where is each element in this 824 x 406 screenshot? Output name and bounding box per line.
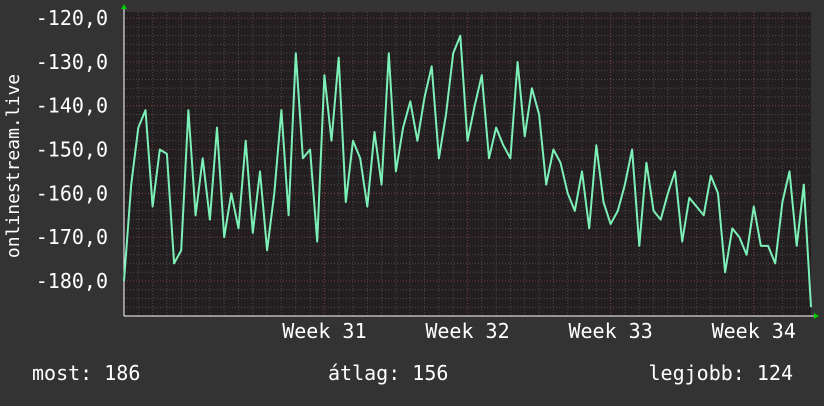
axes — [121, 4, 819, 319]
x-tick-label: Week 34 — [712, 319, 796, 343]
stat-current: most: 186 — [32, 361, 140, 385]
y-tick-label: -170,0 — [36, 225, 108, 249]
x-tick-label: Week 32 — [425, 319, 509, 343]
y-axis-arrow — [121, 4, 127, 9]
stat-best-label: legjobb: — [648, 361, 745, 385]
series-line — [123, 34, 812, 308]
stat-best-value: 124 — [756, 361, 793, 385]
y-axis-label: onlinestream.live — [3, 74, 24, 258]
stat-best: legjobb: 124 — [649, 361, 794, 385]
stat-current-value: 186 — [104, 361, 141, 385]
x-axis-arrow — [814, 313, 819, 319]
y-tick-label: -160,0 — [36, 181, 108, 205]
stat-current-label: most: — [32, 361, 93, 385]
y-tick-label: -140,0 — [36, 94, 108, 118]
plot-area — [124, 12, 811, 316]
y-tick-label: -120,0 — [36, 6, 108, 30]
y-tick-label: -180,0 — [36, 269, 108, 293]
y-tick-label: -150,0 — [36, 138, 108, 162]
x-tick-label: Week 33 — [568, 319, 652, 343]
tick-labels: -120,0 -130,0 -140,0 -150,0 -160,0 -170,0 -180… — [36, 6, 796, 343]
stat-average: átlag: 156 — [328, 361, 448, 385]
stat-average-label: átlag: — [328, 361, 401, 385]
x-tick-label: Week 31 — [282, 319, 366, 343]
series-layer — [123, 34, 812, 308]
stat-average-value: 156 — [412, 361, 449, 385]
grid — [123, 12, 811, 317]
y-tick-label: -130,0 — [36, 50, 108, 74]
